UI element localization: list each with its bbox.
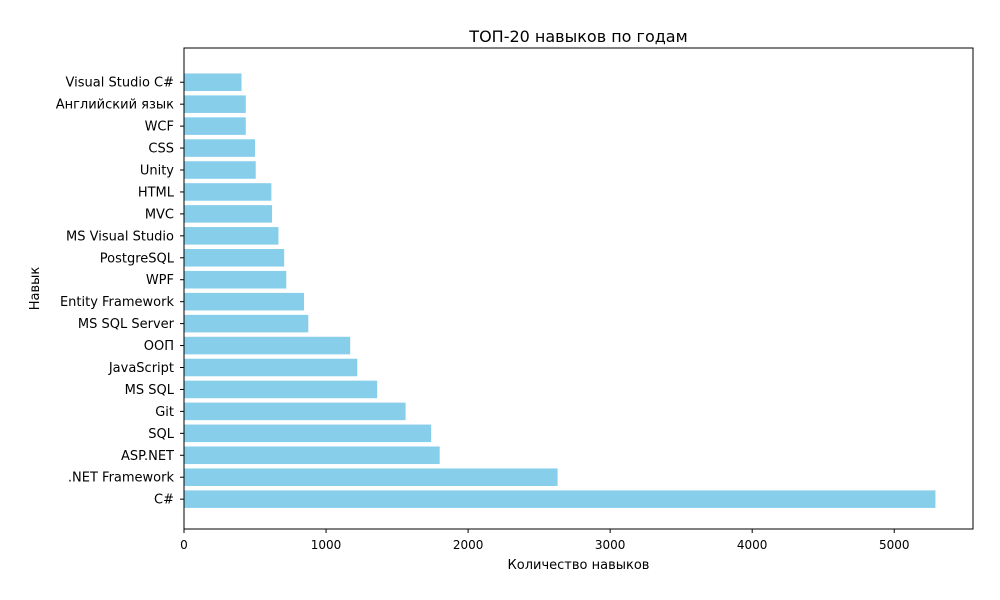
- y-tick-label: PostgreSQL: [100, 251, 175, 266]
- y-axis: C# .NET Framework ASP.NET SQL Git MS SQL JavaS…: [56, 76, 184, 508]
- bar: [184, 424, 432, 443]
- x-axis-label: Количество навыков: [508, 558, 650, 573]
- y-tick-label: ООП: [144, 339, 174, 354]
- y-tick-label: WCF: [145, 120, 174, 135]
- bar: [184, 292, 305, 311]
- x-tick-label: 1000: [311, 538, 342, 552]
- y-tick-label: Entity Framework: [60, 295, 175, 310]
- bar: [184, 402, 406, 421]
- bar: [184, 270, 287, 289]
- y-tick-label: WPF: [146, 273, 174, 288]
- x-tick-label: 5000: [879, 538, 910, 552]
- bar: [184, 183, 272, 201]
- chart-title: ТОП-20 навыков по годам: [468, 27, 687, 46]
- bar: [184, 161, 256, 179]
- bar: [184, 227, 279, 245]
- y-tick-label: SQL: [148, 427, 174, 442]
- y-tick-label: CSS: [148, 142, 174, 157]
- bar: [184, 446, 440, 465]
- bar: [184, 73, 242, 92]
- y-tick-label: ASP.NET: [121, 449, 174, 464]
- y-tick-label: MS SQL Server: [78, 317, 175, 332]
- y-tick-label: MS Visual Studio: [66, 229, 174, 244]
- y-axis-label: Навык: [28, 267, 43, 311]
- bar: [184, 380, 378, 399]
- y-tick-label: HTML: [138, 185, 175, 200]
- bar: [184, 358, 358, 377]
- y-tick-label: .NET Framework: [68, 471, 175, 486]
- bar: [184, 490, 936, 508]
- bar: [184, 205, 273, 223]
- y-tick-label: Unity: [140, 164, 174, 179]
- y-tick-label: C#: [154, 493, 174, 508]
- x-tick-label: 0: [180, 538, 188, 552]
- y-tick-label: JavaScript: [108, 361, 174, 376]
- x-tick-label: 3000: [595, 538, 626, 552]
- x-axis: 0 1000 2000 3000 4000 5000: [180, 529, 910, 552]
- bars: [184, 73, 936, 508]
- bar: [184, 95, 246, 113]
- y-tick-label: Git: [155, 405, 174, 420]
- x-tick-label: 4000: [737, 538, 768, 552]
- bar: [184, 117, 246, 135]
- x-tick-label: 2000: [453, 538, 484, 552]
- plot-frame: [183, 47, 974, 530]
- y-tick-label: MS SQL: [125, 383, 175, 398]
- bar: [184, 314, 309, 333]
- y-tick-label: MVC: [145, 207, 174, 222]
- bar: [184, 336, 351, 355]
- y-tick-label: Visual Studio C#: [66, 76, 174, 91]
- bar: [184, 139, 256, 157]
- bar: [184, 249, 285, 267]
- y-tick-label: Английский язык: [56, 98, 174, 113]
- bar: [184, 468, 558, 486]
